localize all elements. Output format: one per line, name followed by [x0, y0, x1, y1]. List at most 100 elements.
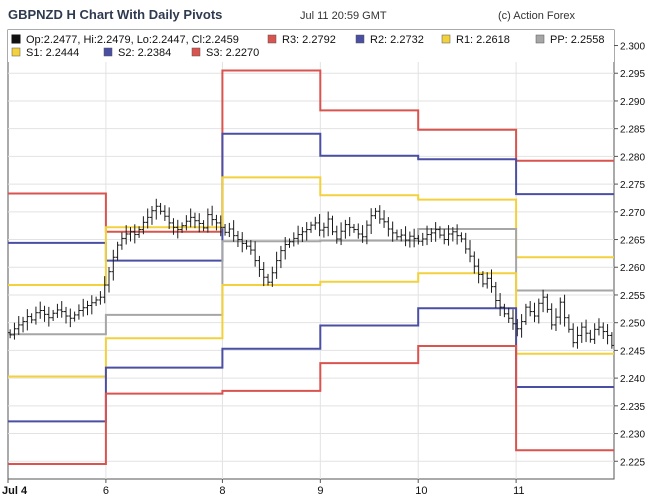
price-bar — [506, 307, 511, 323]
price-bar — [549, 303, 554, 330]
y-tick-label: 2.235 — [620, 402, 645, 413]
price-bar — [244, 240, 249, 250]
price-bar — [566, 314, 571, 333]
legend-background — [8, 30, 614, 62]
chart-credit: (c) Action Forex — [498, 10, 576, 22]
price-bar — [313, 216, 318, 230]
price-bar — [519, 314, 524, 338]
price-bar — [596, 318, 601, 336]
price-bar — [377, 205, 382, 224]
price-bar — [42, 305, 47, 322]
price-bar — [274, 251, 279, 279]
price-bar — [68, 308, 73, 328]
price-bar — [541, 289, 546, 313]
price-bar — [248, 240, 253, 255]
price-bar — [46, 306, 51, 327]
price-bar — [373, 207, 378, 220]
price-bar — [218, 215, 223, 237]
price-bars — [8, 198, 614, 349]
price-bar — [145, 208, 150, 229]
y-tick-label: 2.250 — [620, 319, 645, 330]
price-bar — [171, 218, 176, 235]
price-bar — [472, 251, 477, 274]
price-bar — [119, 232, 124, 250]
y-tick-label: 2.230 — [620, 430, 645, 441]
legend: Op:2.2477, Hi:2.2479, Lo:2.2447, Cl:2.24… — [8, 30, 614, 62]
y-tick-label: 2.285 — [620, 125, 645, 136]
price-bar — [192, 212, 197, 229]
legend-label: S3: 2.2270 — [206, 47, 259, 59]
price-bar — [455, 224, 460, 245]
x-tick-label: Jul 4 — [2, 485, 28, 497]
price-bar — [485, 272, 490, 289]
price-bar — [81, 298, 86, 317]
price-bar — [21, 316, 26, 333]
pivot-lines — [8, 69, 614, 465]
price-bar — [394, 229, 399, 241]
price-bar — [493, 281, 498, 308]
price-bar — [25, 309, 30, 331]
price-bar — [334, 225, 339, 244]
price-bar — [412, 228, 417, 248]
price-bar — [553, 308, 558, 331]
price-bar — [536, 298, 541, 324]
y-tick-label: 2.225 — [620, 457, 645, 468]
price-bar — [450, 227, 455, 242]
price-bar — [89, 295, 94, 315]
price-bar — [433, 222, 438, 242]
plot-area — [7, 29, 615, 480]
price-bar — [558, 297, 563, 325]
price-bar — [364, 220, 369, 245]
price-bar — [94, 296, 99, 307]
price-bar — [111, 249, 116, 281]
price-bar — [85, 300, 90, 316]
price-bar — [72, 311, 77, 322]
price-bar — [162, 205, 167, 221]
price-bar — [399, 229, 404, 242]
price-bar — [584, 319, 589, 343]
legend-label: S1: 2.2444 — [26, 47, 79, 59]
legend-swatch — [441, 34, 451, 44]
price-bar — [571, 323, 576, 348]
price-bar — [326, 211, 331, 237]
price-bar — [416, 235, 421, 245]
price-bar — [16, 316, 21, 335]
price-bar — [545, 293, 550, 313]
price-bar — [382, 210, 387, 228]
price-bar — [214, 214, 219, 231]
price-bar — [429, 228, 434, 243]
price-bar — [562, 294, 567, 327]
price-bar — [76, 304, 81, 320]
y-tick-label: 2.280 — [620, 152, 645, 163]
price-bar — [403, 226, 408, 247]
price-bar — [12, 322, 17, 340]
price-bar — [446, 225, 451, 246]
legend-label: R2: 2.2732 — [370, 34, 424, 46]
price-bar — [592, 323, 597, 345]
chart-timestamp: Jul 11 20:59 GMT — [300, 10, 387, 22]
price-bar — [420, 232, 425, 246]
price-bar — [107, 266, 111, 293]
chart-title: GBPNZD H Chart With Daily Pivots — [8, 7, 222, 22]
price-bar — [38, 301, 43, 319]
price-bar — [283, 237, 288, 260]
price-bar — [330, 215, 335, 236]
price-bar — [463, 232, 468, 254]
y-tick-label: 2.270 — [620, 208, 645, 219]
legend-swatch — [355, 34, 365, 44]
price-bar — [141, 216, 146, 235]
price-bar — [390, 221, 395, 242]
price-bar — [210, 205, 215, 226]
price-bar — [205, 208, 210, 233]
price-bar — [115, 241, 120, 261]
legend-swatch — [11, 47, 21, 57]
price-bar — [180, 222, 185, 233]
price-bar — [523, 303, 528, 325]
price-bar — [296, 225, 301, 245]
price-bar — [158, 202, 163, 215]
price-bar — [223, 224, 228, 236]
pivot-line-s1 — [8, 272, 614, 378]
price-bar — [257, 255, 262, 277]
y-tick-label: 2.275 — [620, 180, 645, 191]
